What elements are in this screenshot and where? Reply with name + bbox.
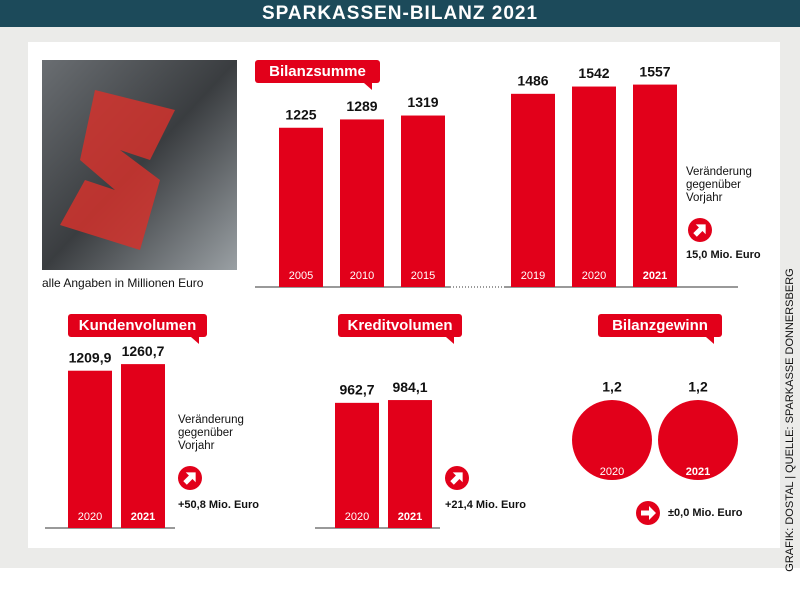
title-pointer [191,337,199,344]
header-title: SPARKASSEN-BILANZ 2021 [262,3,538,24]
bar [121,364,165,528]
credit: GRAFIK: DOSTAL | QUELLE: SPARKASSE DONNE… [784,268,796,571]
category-label: 2021 [398,511,422,523]
change-arrow [178,466,202,490]
header-bar [0,0,800,27]
bar [388,400,432,528]
title-box [598,314,722,337]
change-value: ±0,0 Mio. Euro [668,507,743,519]
bar [68,370,112,528]
category-label: 2020 [345,511,369,523]
chart-title: Kreditvolumen [347,317,452,334]
title-box [338,314,462,337]
category-label: 2021 [131,511,155,523]
value-label: 1225 [285,106,316,122]
change-value: +21,4 Mio. Euro [445,499,526,511]
change-label-box: Veränderung gegenüber Vorjahr [178,414,244,453]
title-box [68,314,207,337]
change-label: Veränderung gegenüber Vorjahr [178,414,244,453]
title-pointer [706,337,714,344]
change-label-box: Veränderung gegenüber Vorjahr [686,166,752,205]
value-label: 1289 [346,98,377,114]
category-label: 2021 [643,270,667,282]
bar [335,402,379,528]
category-label: 2020 [582,270,606,282]
change-arrow [445,466,469,490]
arrow-icon [641,506,656,520]
value-label: 1209,9 [69,349,112,365]
value-label: 984,1 [392,379,427,395]
category-label: 2020 [78,511,102,523]
value-label: 1542 [578,65,609,81]
note: alle Angaben in Millionen Euro [42,276,204,290]
bar [401,115,445,287]
change-value: 15,0 Mio. Euro [686,249,761,261]
bar [572,86,616,287]
category-label: 2020 [600,466,624,478]
title-pointer [446,337,454,344]
value-label: 962,7 [339,382,374,398]
arrow-icon [693,224,706,237]
category-label: 2021 [686,466,710,478]
bar [633,84,677,287]
arrow-icon [183,472,196,485]
photo [42,60,237,270]
category-label: 2015 [411,270,435,282]
change-arrow [688,218,712,242]
change-label: Veränderung gegenüber Vorjahr [686,166,752,205]
bar [511,93,555,287]
change-value: +50,8 Mio. Euro [178,499,259,511]
arrow-icon [450,472,463,485]
value-label: 1486 [517,73,548,89]
chart-title: Bilanzgewinn [612,317,708,334]
value-label: 1,2 [688,379,708,395]
value-label: 1319 [407,94,438,110]
bar [340,119,384,288]
category-label: 2005 [289,270,313,282]
value-label: 1260,7 [122,343,165,359]
title-box [255,60,380,83]
category-label: 2010 [350,270,374,282]
bar [279,127,323,287]
chart-title: Kundenvolumen [79,317,197,334]
value-label: 1557 [639,63,670,79]
title-pointer [364,83,372,90]
value-label: 1,2 [602,379,622,395]
change-arrow [636,501,660,525]
bubble [572,400,652,480]
chart-title: Bilanzsumme [269,63,366,80]
bubble [658,400,738,480]
category-label: 2019 [521,270,545,282]
